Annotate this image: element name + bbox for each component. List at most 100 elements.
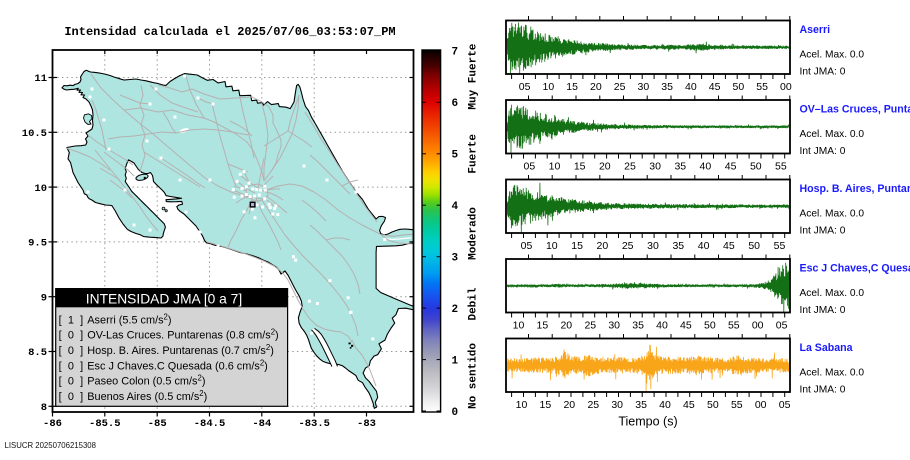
svg-text:50: 50 xyxy=(750,161,762,173)
svg-text:40: 40 xyxy=(698,240,710,252)
svg-text:La Sabana: La Sabana xyxy=(800,342,853,354)
svg-text:45: 45 xyxy=(683,399,695,411)
svg-text:[ 0 ]: [ 0 ] xyxy=(59,330,85,342)
svg-text:Hosp. B. Aires, Puntaren: Hosp. B. Aires, Puntaren xyxy=(800,183,910,195)
svg-text:40: 40 xyxy=(700,161,712,173)
svg-text:INTENSIDAD JMA [0 a 7]: INTENSIDAD JMA [0 a 7] xyxy=(86,292,242,307)
svg-text:20: 20 xyxy=(597,240,609,252)
svg-text:15: 15 xyxy=(571,240,583,252)
svg-text:-83: -83 xyxy=(357,418,376,430)
svg-text:20: 20 xyxy=(560,320,572,332)
svg-text:50: 50 xyxy=(704,320,716,332)
svg-text:-85.5: -85.5 xyxy=(89,418,121,430)
svg-text:35: 35 xyxy=(672,240,684,252)
svg-text:Aserri (5.5 cm/s2): Aserri (5.5 cm/s2) xyxy=(87,312,171,326)
svg-text:25: 25 xyxy=(622,240,634,252)
svg-text:25: 25 xyxy=(587,399,599,411)
svg-text:[ 0 ]: [ 0 ] xyxy=(59,391,85,403)
svg-text:Int JMA: 0: Int JMA: 0 xyxy=(800,67,846,78)
svg-text:Muy Fuerte: Muy Fuerte xyxy=(468,43,480,109)
svg-text:05: 05 xyxy=(779,399,791,411)
svg-text:Buenos Aires (0.5 cm/s2): Buenos Aires (0.5 cm/s2) xyxy=(87,389,207,403)
svg-text:0: 0 xyxy=(452,407,459,419)
svg-text:10: 10 xyxy=(549,161,561,173)
svg-text:45: 45 xyxy=(709,81,721,93)
svg-text:30: 30 xyxy=(647,240,659,252)
svg-text:10: 10 xyxy=(34,183,47,195)
svg-text:Int JMA: 0: Int JMA: 0 xyxy=(800,305,846,316)
svg-text:50: 50 xyxy=(748,240,760,252)
svg-text:Paseo Colon (0.5 cm/s2): Paseo Colon (0.5 cm/s2) xyxy=(87,374,205,388)
svg-text:15: 15 xyxy=(537,320,549,332)
svg-text:7: 7 xyxy=(452,47,459,59)
svg-text:Fuerte: Fuerte xyxy=(468,134,480,174)
svg-text:Esc J Chaves,C Quesada: Esc J Chaves,C Quesada xyxy=(800,263,910,275)
svg-text:Moderado: Moderado xyxy=(468,207,480,260)
svg-text:55: 55 xyxy=(731,399,743,411)
svg-text:[ 0 ]: [ 0 ] xyxy=(59,360,85,372)
svg-text:05: 05 xyxy=(524,161,536,173)
svg-text:55: 55 xyxy=(774,240,786,252)
svg-text:8.5: 8.5 xyxy=(28,347,47,359)
svg-text:40: 40 xyxy=(659,399,671,411)
svg-text:Tiempo (s): Tiempo (s) xyxy=(618,415,677,429)
svg-text:20: 20 xyxy=(590,81,602,93)
svg-text:2: 2 xyxy=(452,304,459,316)
svg-text:45: 45 xyxy=(725,161,737,173)
svg-text:20: 20 xyxy=(563,399,575,411)
svg-text:LISUCR 20250706215308: LISUCR 20250706215308 xyxy=(5,441,96,450)
svg-text:Int JMA: 0: Int JMA: 0 xyxy=(800,385,846,396)
svg-text:40: 40 xyxy=(685,81,697,93)
svg-text:Acel. Max. 0.0: Acel. Max. 0.0 xyxy=(800,288,865,299)
svg-text:00: 00 xyxy=(752,320,764,332)
svg-text:Acel. Max. 0.0: Acel. Max. 0.0 xyxy=(800,368,865,379)
svg-text:50: 50 xyxy=(733,81,745,93)
svg-text:-83.5: -83.5 xyxy=(298,418,330,430)
svg-text:30: 30 xyxy=(611,399,623,411)
svg-text:[ 0 ]: [ 0 ] xyxy=(59,345,85,357)
svg-text:25: 25 xyxy=(584,320,596,332)
svg-text:-86: -86 xyxy=(43,418,62,430)
svg-text:15: 15 xyxy=(574,161,586,173)
svg-text:3: 3 xyxy=(452,253,459,265)
svg-text:35: 35 xyxy=(674,161,686,173)
svg-text:35: 35 xyxy=(661,81,673,93)
svg-text:Aserri: Aserri xyxy=(800,24,831,36)
svg-text:9: 9 xyxy=(41,292,47,304)
svg-text:30: 30 xyxy=(649,161,661,173)
svg-text:Int JMA: 0: Int JMA: 0 xyxy=(800,146,846,157)
svg-text:35: 35 xyxy=(632,320,644,332)
svg-text:00: 00 xyxy=(755,399,767,411)
svg-text:55: 55 xyxy=(775,161,787,173)
svg-text:OV-Las Cruces. Puntarenas (0.8: OV-Las Cruces. Puntarenas (0.8 cm/s2) xyxy=(87,328,278,342)
svg-text:Esc J Chaves.C Quesada (0.6 cm: Esc J Chaves.C Quesada (0.6 cm/s2) xyxy=(87,358,267,372)
svg-text:Acel. Max. 0.0: Acel. Max. 0.0 xyxy=(800,129,865,140)
svg-text:05: 05 xyxy=(519,81,531,93)
svg-text:55: 55 xyxy=(756,81,768,93)
svg-text:50: 50 xyxy=(707,399,719,411)
svg-text:30: 30 xyxy=(608,320,620,332)
svg-text:[ 1 ]: [ 1 ] xyxy=(59,314,85,326)
svg-text:40: 40 xyxy=(656,320,668,332)
svg-text:Int JMA: 0: Int JMA: 0 xyxy=(800,226,846,237)
svg-text:00: 00 xyxy=(780,81,792,93)
svg-text:20: 20 xyxy=(599,161,611,173)
svg-text:55: 55 xyxy=(728,320,740,332)
svg-text:25: 25 xyxy=(624,161,636,173)
svg-text:-85: -85 xyxy=(148,418,167,430)
svg-text:45: 45 xyxy=(723,240,735,252)
svg-text:-84: -84 xyxy=(252,418,271,430)
svg-text:35: 35 xyxy=(635,399,647,411)
svg-text:10: 10 xyxy=(516,399,528,411)
svg-text:Hosp. B. Aires. Puntarenas (0.: Hosp. B. Aires. Puntarenas (0.7 cm/s2) xyxy=(87,343,274,357)
svg-text:11: 11 xyxy=(34,73,47,85)
svg-text:45: 45 xyxy=(680,320,692,332)
svg-text:-84.5: -84.5 xyxy=(194,418,226,430)
svg-text:No sentido: No sentido xyxy=(468,343,480,409)
svg-text:6: 6 xyxy=(452,98,459,110)
svg-text:1: 1 xyxy=(452,355,459,367)
svg-text:30: 30 xyxy=(638,81,650,93)
svg-text:Acel. Max. 0.0: Acel. Max. 0.0 xyxy=(800,50,865,61)
svg-text:8: 8 xyxy=(41,402,47,414)
svg-text:10: 10 xyxy=(546,240,558,252)
